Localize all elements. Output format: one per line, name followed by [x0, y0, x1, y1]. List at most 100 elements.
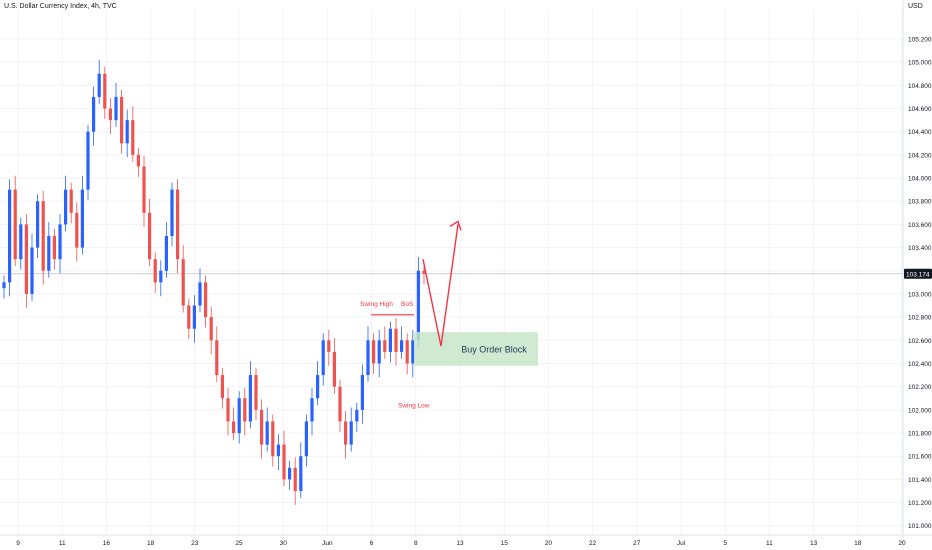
price-tick-label: 104.800	[908, 83, 932, 90]
candle-body	[304, 421, 308, 457]
candles	[2, 59, 426, 505]
candle-body	[344, 421, 348, 445]
candle-body	[103, 73, 107, 109]
candle-body	[232, 421, 236, 434]
candle-body	[47, 235, 51, 271]
time-tick-label: 20	[898, 540, 906, 547]
last-price-label: 103.174	[906, 271, 930, 278]
candle-body	[316, 375, 320, 399]
candle-body	[114, 96, 118, 121]
candle-body	[198, 282, 202, 306]
price-tick-label: 102.600	[908, 338, 932, 345]
time-tick-label: 13	[456, 540, 464, 547]
price-tick-label: 101.000	[908, 523, 932, 530]
time-tick-label: 27	[633, 540, 641, 547]
bos-label: BoS	[401, 301, 414, 308]
candle-body	[248, 375, 252, 422]
time-tick-label: 22	[589, 540, 597, 547]
candle-body	[36, 201, 40, 248]
candle-body	[299, 456, 303, 491]
price-tick-label: 101.600	[908, 454, 932, 461]
candle-body	[30, 247, 34, 294]
candle-body	[69, 189, 73, 213]
time-tick-label: Jun	[322, 540, 333, 547]
candle-body	[293, 467, 297, 491]
price-tick-label: 104.400	[908, 129, 932, 136]
swing-high-label: Swing High	[360, 301, 393, 308]
candle-body	[360, 375, 364, 410]
time-tick-label: Jul	[677, 540, 686, 547]
candle-body	[366, 340, 370, 376]
price-tick-label: 101.400	[908, 477, 932, 484]
candle-body	[338, 386, 342, 422]
time-tick-label: 5	[723, 540, 727, 547]
candle-body	[159, 270, 163, 283]
price-tick-label: 101.200	[908, 500, 932, 507]
candle-body	[153, 259, 157, 283]
order-block-label: Buy Order Block	[461, 344, 527, 354]
time-tick-label: 9	[16, 540, 20, 547]
candle-body	[220, 375, 224, 399]
candle-body	[243, 398, 247, 422]
candle-body	[75, 212, 79, 248]
candle-body	[192, 305, 196, 329]
candle-body	[80, 189, 84, 248]
candle-body	[64, 189, 68, 225]
price-tick-label: 104.000	[908, 176, 932, 183]
price-tick-label: 105.200	[908, 36, 932, 43]
candle-body	[388, 328, 392, 352]
candle-body	[372, 340, 376, 364]
candle-body	[310, 398, 314, 422]
candle-body	[383, 340, 387, 352]
candle-body	[327, 340, 331, 352]
candle-body	[125, 120, 129, 144]
symbol-title: U.S. Dollar Currency Index, 4h, TVC	[4, 3, 117, 10]
candle-body	[394, 328, 398, 352]
candle-body	[405, 340, 409, 364]
candle-body	[187, 305, 191, 329]
candle-body	[41, 201, 45, 271]
time-tick-label: 18	[147, 540, 155, 547]
price-tick-label: 103.600	[908, 222, 932, 229]
candle-body	[416, 270, 420, 341]
candle-body	[181, 259, 185, 306]
candle-body	[24, 224, 28, 294]
time-tick-label: 25	[235, 540, 243, 547]
candle-body	[226, 398, 230, 422]
candle-body	[355, 409, 359, 422]
candle-body	[148, 212, 152, 260]
candle-body	[215, 340, 219, 376]
candle-body	[142, 166, 146, 213]
swing-low-label: Swing Low	[398, 402, 430, 409]
candle-body	[271, 421, 275, 457]
candle-body	[321, 340, 325, 376]
time-tick-label: 18	[854, 540, 862, 547]
candle-body	[276, 444, 280, 457]
arrow-head-icon	[449, 220, 462, 231]
price-tick-label: 103.800	[908, 199, 932, 206]
time-tick-label: 8	[414, 540, 418, 547]
candle-body	[176, 189, 180, 260]
candle-body	[8, 189, 12, 283]
candle-body	[282, 444, 286, 480]
order-block-zone	[414, 332, 538, 366]
time-tick-label: 23	[191, 540, 199, 547]
candle-body	[131, 120, 135, 155]
candle-body	[170, 189, 174, 236]
time-tick-label: 13	[810, 540, 818, 547]
price-tick-label: 103.000	[908, 291, 932, 298]
last-price-badge	[904, 268, 932, 279]
candle-body	[120, 96, 124, 144]
time-tick-label: 16	[103, 540, 111, 547]
annotations: Swing High BoS Swing Low Buy Order Block	[360, 220, 538, 409]
candle-body	[332, 351, 336, 387]
price-tick-label: 102.000	[908, 407, 932, 414]
time-tick-label: 6	[370, 540, 374, 547]
price-tick-label: 101.800	[908, 431, 932, 438]
time-tick-label: 30	[280, 540, 288, 547]
candle-body	[349, 421, 353, 445]
candle-body	[422, 270, 426, 274]
